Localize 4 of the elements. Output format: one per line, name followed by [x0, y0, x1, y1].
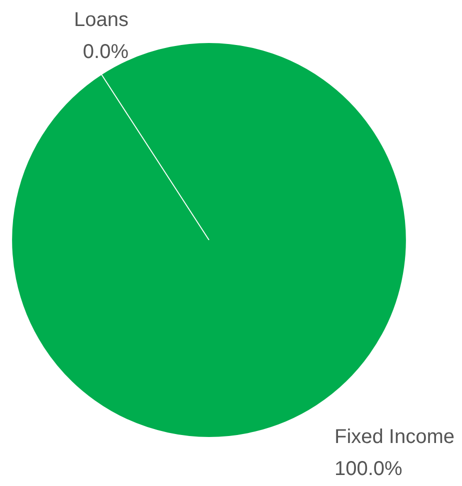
data-label: 100.0% [334, 458, 403, 480]
text: 0.0% [82, 41, 129, 63]
slice-label: Fixed Income [334, 426, 455, 448]
category-label: Loans [74, 9, 129, 31]
